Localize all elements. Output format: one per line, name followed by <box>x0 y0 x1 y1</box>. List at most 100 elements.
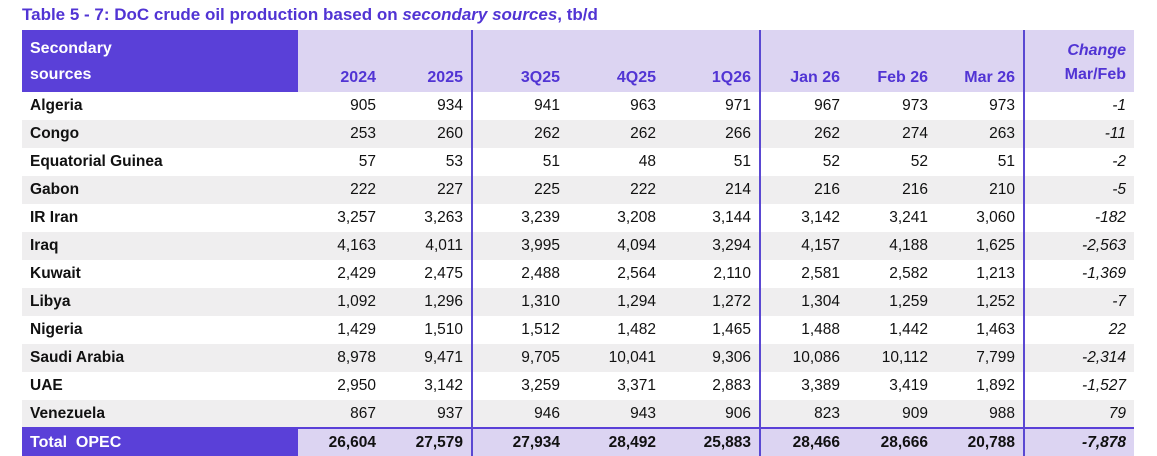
value-cell: 274 <box>848 120 936 148</box>
value-cell: 3,263 <box>384 204 473 232</box>
value-cell: 2,110 <box>664 260 761 288</box>
table-row: Gabon 222 227 225 222 214 216 216 210 -5 <box>22 176 1134 204</box>
value-cell: 1,512 <box>521 321 560 338</box>
table-row: Saudi Arabia 8,978 9,471 9,705 10,041 9,306 10… <box>22 344 1134 372</box>
value-cell: 57 <box>358 153 376 170</box>
value-cell: 9,705 <box>472 344 568 372</box>
value-cell: 1,296 <box>384 288 473 316</box>
table-body: Algeria 905 934 941 963 971 967 973 973 -1 Congo 25… <box>22 92 1134 428</box>
value-cell: 1,310 <box>472 288 568 316</box>
total-1q26: 25,883 <box>664 427 761 456</box>
country-cell: IR Iran <box>30 209 79 226</box>
total-2024: 26,604 <box>298 427 384 456</box>
value-cell: 3,419 <box>889 377 928 394</box>
value-cell: 210 <box>936 176 1025 204</box>
value-cell: 2,429 <box>337 265 376 282</box>
value-cell: 53 <box>384 148 473 176</box>
value-cell: 266 <box>664 120 761 148</box>
country-cell: Gabon <box>22 176 298 204</box>
change-cell: -2,563 <box>1024 232 1134 260</box>
value-cell: 51 <box>664 148 761 176</box>
table-row: Equatorial Guinea 57 53 51 48 51 52 52 51 -2 <box>22 148 1134 176</box>
value-cell: 48 <box>638 153 656 170</box>
total-label: Total OPEC <box>22 427 298 456</box>
value-cell: 1,092 <box>298 288 384 316</box>
value-cell: 253 <box>298 120 384 148</box>
value-cell: 214 <box>664 176 761 204</box>
change-header-line1: Change <box>1067 42 1126 59</box>
value-cell: 905 <box>350 97 376 114</box>
value-cell: 51 <box>542 153 560 170</box>
value-cell: 3,371 <box>617 377 656 394</box>
value-cell: 1,294 <box>568 288 664 316</box>
value-cell: 260 <box>384 120 473 148</box>
table-row: Nigeria 1,429 1,510 1,512 1,482 1,465 1,488 1,4… <box>22 316 1134 344</box>
value-cell: 227 <box>384 176 473 204</box>
table-footer: Total OPEC 26,604 27,579 27,934 28,492 2… <box>22 427 1134 456</box>
country-cell: Venezuela <box>22 400 298 428</box>
value-cell: 1,442 <box>889 321 928 338</box>
country-cell: Congo <box>22 120 298 148</box>
value-cell: 262 <box>472 120 568 148</box>
value-cell: 4,163 <box>298 232 384 260</box>
value-cell: 3,060 <box>936 204 1025 232</box>
value-cell: 222 <box>298 176 384 204</box>
value-cell: 973 <box>902 97 928 114</box>
change-cell: -7 <box>1024 288 1134 316</box>
change-cell: 79 <box>1024 400 1134 428</box>
table-row: Kuwait 2,429 2,475 2,488 2,564 2,110 2,581 2,58… <box>22 260 1134 288</box>
value-cell: 3,995 <box>472 232 568 260</box>
total-2025: 27,579 <box>384 427 473 456</box>
value-cell: 3,259 <box>521 377 560 394</box>
table-row: IR Iran 3,257 3,263 3,239 3,208 3,144 3,142 3,2… <box>22 204 1134 232</box>
change-cell: -1,369 <box>1082 265 1126 282</box>
value-cell: 4,094 <box>568 232 664 260</box>
value-cell: 225 <box>472 176 568 204</box>
value-cell: 963 <box>630 97 656 114</box>
value-cell: 2,475 <box>384 260 473 288</box>
value-cell: 9,471 <box>384 344 473 372</box>
value-cell: 937 <box>384 400 473 428</box>
doc-production-table: Secondary sources 2024 2025 3Q25 4Q25 1Q… <box>22 30 1134 456</box>
value-cell: 2,564 <box>617 265 656 282</box>
value-cell: 909 <box>848 400 936 428</box>
value-cell: 1,259 <box>848 288 936 316</box>
header-label-line2: sources <box>30 66 92 83</box>
value-cell: 1,463 <box>936 316 1025 344</box>
table-row: Iraq 4,163 4,011 3,995 4,094 3,294 4,157 4,188 1… <box>22 232 1134 260</box>
value-cell: 3,389 <box>801 377 840 394</box>
total-feb26: 28,666 <box>848 427 936 456</box>
country-cell: Kuwait <box>30 265 81 282</box>
table-row: Algeria 905 934 941 963 971 967 973 973 -1 <box>22 92 1134 120</box>
header-row: Secondary sources 2024 2025 3Q25 4Q25 1Q… <box>22 30 1134 92</box>
col-header-feb26: Feb 26 <box>848 30 936 92</box>
col-header-2025: 2025 <box>384 30 473 92</box>
table-row: Venezuela 867 937 946 943 906 823 909 988 79 <box>22 400 1134 428</box>
change-cell: -1 <box>1112 97 1126 114</box>
value-cell: 906 <box>664 400 761 428</box>
total-4q25: 28,492 <box>568 427 664 456</box>
change-cell: -2,314 <box>1024 344 1134 372</box>
value-cell: 1,625 <box>936 232 1025 260</box>
value-cell: 262 <box>760 120 848 148</box>
country-cell: Nigeria <box>30 321 83 338</box>
change-cell: -5 <box>1024 176 1134 204</box>
value-cell: 3,239 <box>521 209 560 226</box>
header-secondary-sources: Secondary sources <box>22 30 298 92</box>
value-cell: 3,241 <box>889 209 928 226</box>
value-cell: 2,582 <box>889 265 928 282</box>
value-cell: 943 <box>568 400 664 428</box>
value-cell: 9,306 <box>664 344 761 372</box>
value-cell: 1,892 <box>936 372 1025 400</box>
value-cell: 3,257 <box>337 209 376 226</box>
value-cell: 51 <box>936 148 1025 176</box>
value-cell: 973 <box>936 92 1025 120</box>
value-cell: 1,488 <box>801 321 840 338</box>
header-label-line1: Secondary <box>30 40 112 57</box>
change-cell: -182 <box>1094 209 1126 226</box>
change-cell: -11 <box>1024 120 1134 148</box>
country-cell: Iraq <box>22 232 298 260</box>
value-cell: 1,252 <box>936 288 1025 316</box>
value-cell: 941 <box>534 97 560 114</box>
value-cell: 262 <box>568 120 664 148</box>
